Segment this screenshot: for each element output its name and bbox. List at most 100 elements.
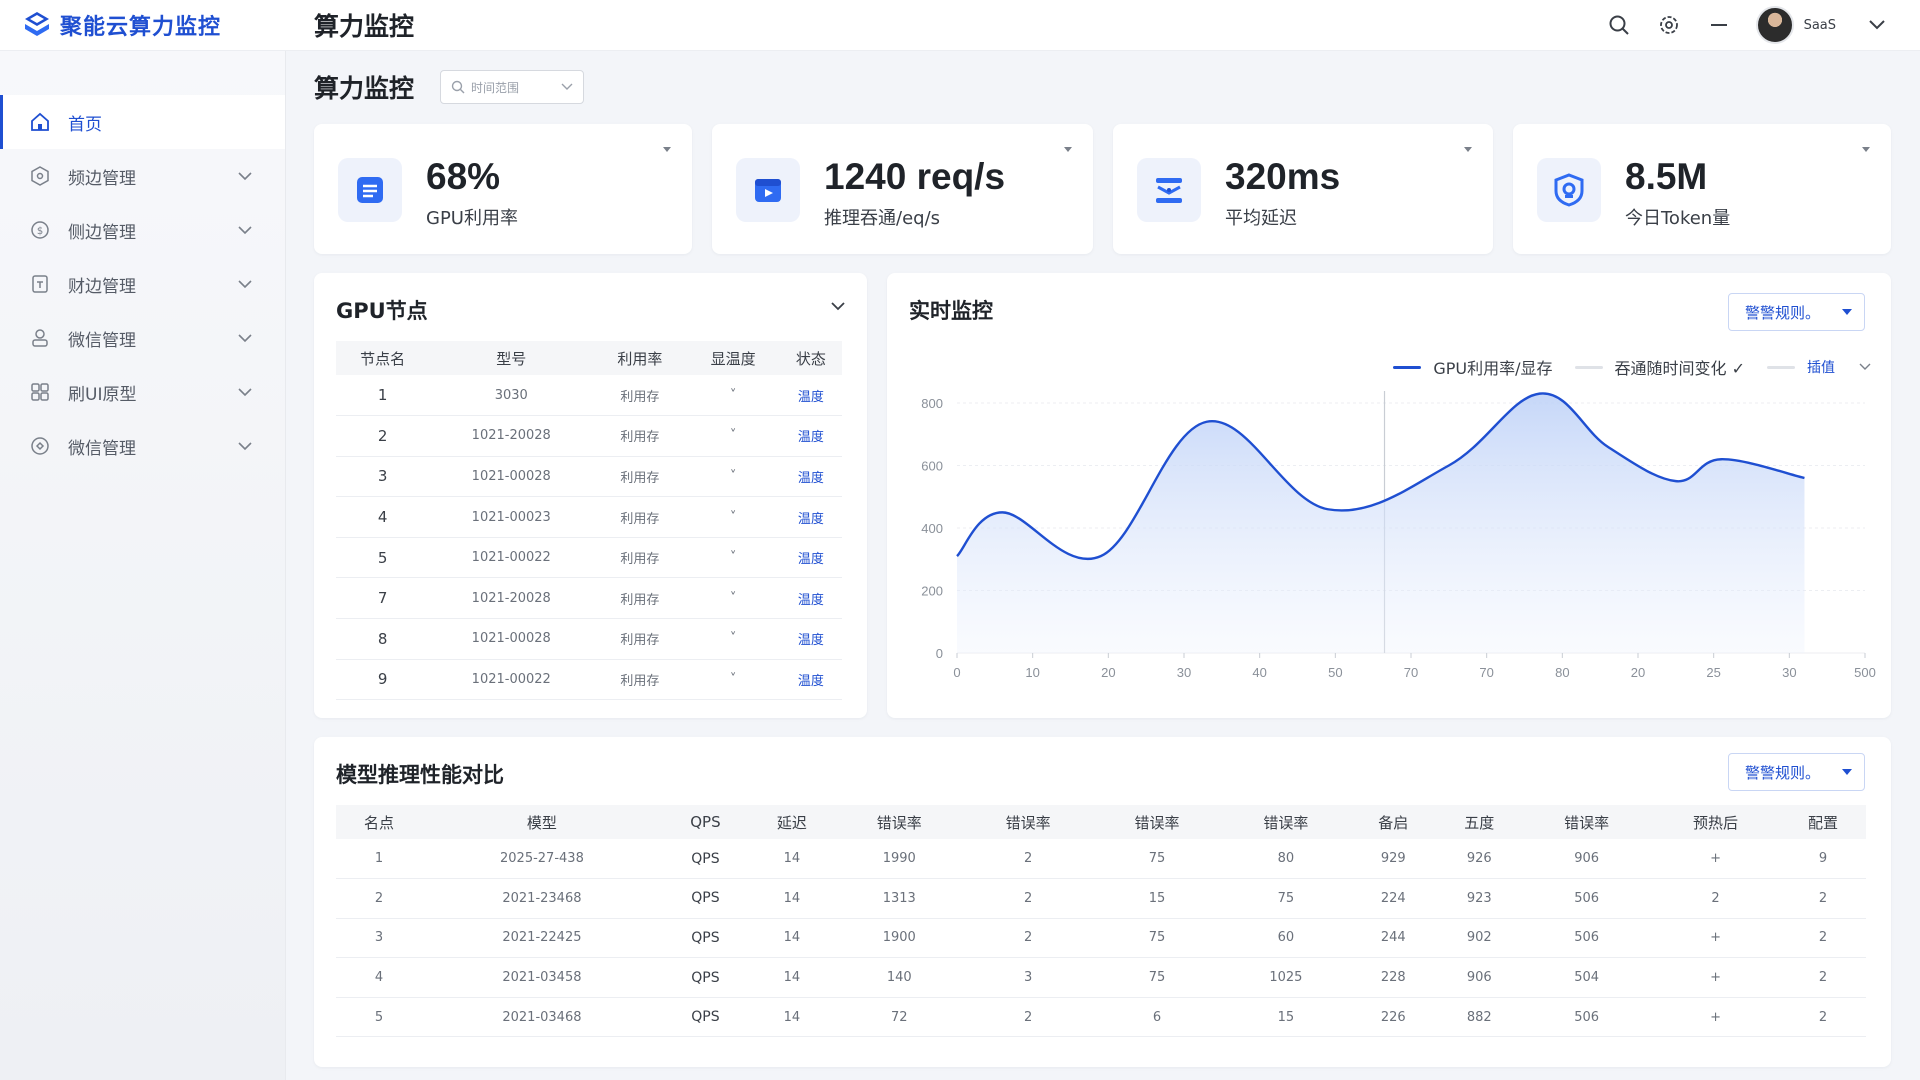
search-icon bbox=[451, 80, 465, 94]
sidebar-item-4[interactable]: 微信管理 bbox=[0, 311, 285, 365]
table-cell: 506 bbox=[1522, 878, 1652, 919]
table-cell: 6 bbox=[1092, 997, 1222, 1038]
table-cell: ˅ bbox=[686, 456, 780, 498]
caret-down-icon[interactable] bbox=[660, 142, 674, 156]
table-row[interactable]: 5 2021-03468 QPS 14 72 2 6 15 226 882 506 +2 bbox=[336, 997, 1866, 1038]
sidebar-item-5[interactable]: 刷UI原型 bbox=[0, 365, 285, 419]
time-range-select[interactable]: 时间范围 bbox=[440, 70, 585, 104]
table-cell: 15 bbox=[1221, 997, 1351, 1038]
search-icon[interactable] bbox=[1606, 12, 1632, 38]
user-name[interactable]: SaaS bbox=[1803, 17, 1836, 33]
legend-swatch bbox=[1574, 365, 1603, 369]
sidebar-item-3[interactable]: 财边管理 bbox=[0, 257, 285, 311]
legend-item[interactable]: 吞通随时间变化 ✓ bbox=[1574, 355, 1745, 379]
stat-card-token[interactable]: 8.5M 今日Token量 bbox=[1513, 124, 1891, 254]
stat-card-latency[interactable]: 320ms 平均延迟 bbox=[1113, 124, 1493, 254]
table-cell: 75 bbox=[1221, 878, 1351, 919]
chevron-down-icon[interactable] bbox=[237, 330, 253, 346]
legend-swatch bbox=[1393, 365, 1422, 369]
alert-rules-button[interactable]: 警警规则。 bbox=[1728, 293, 1865, 331]
status-link[interactable]: 温度 bbox=[779, 375, 842, 417]
chevron-down-icon[interactable] bbox=[237, 222, 253, 238]
alert-rules-button[interactable]: 警警规则。 bbox=[1728, 753, 1865, 791]
table-cell: 9 bbox=[1779, 839, 1866, 880]
chevron-down-icon[interactable] bbox=[237, 438, 253, 454]
chevron-down-icon[interactable] bbox=[831, 301, 845, 311]
table-row[interactable]: 4 2021-03458 QPS 14 140 3 75 1025 228 906 504 +2 bbox=[336, 957, 1866, 998]
column-header: 状态 bbox=[779, 341, 842, 375]
svg-text:$: $ bbox=[37, 226, 43, 237]
table-row[interactable]: 3 1021-00028 利用存 ˅ 温度 bbox=[336, 456, 842, 498]
caret-down-icon[interactable] bbox=[1461, 142, 1475, 156]
x-tick-label: 80 bbox=[1555, 665, 1569, 680]
page-header: 算力监控 时间范围 bbox=[314, 69, 585, 105]
table-cell: 2 bbox=[1779, 997, 1866, 1038]
legend-label: GPU利用率/显存 bbox=[1433, 359, 1553, 378]
stat-card-gpu[interactable]: 68% GPU利用率 bbox=[314, 124, 692, 254]
column-header: 错误率 bbox=[834, 805, 964, 839]
chevron-down-icon[interactable] bbox=[237, 276, 253, 292]
table-cell: 2 bbox=[963, 839, 1093, 880]
table-cell: 906 bbox=[1436, 957, 1523, 998]
table-cell: 14 bbox=[748, 957, 835, 998]
table-cell: + bbox=[1651, 839, 1780, 880]
caret-down-icon bbox=[1842, 309, 1852, 315]
status-link[interactable]: 温度 bbox=[779, 415, 842, 457]
stat-value: 8.5M bbox=[1625, 156, 1708, 197]
column-header: 名点 bbox=[336, 805, 422, 839]
stat-card-throughput[interactable]: 1240 req/s 推理吞通/eq/s bbox=[712, 124, 1093, 254]
gpu-table-wrap: 节点名 型号 利用率 显温度 状态 1 3030 利用存 ˅ 温度 2 1021-20028… bbox=[336, 341, 842, 701]
table-row[interactable]: 1 3030 利用存 ˅ 温度 bbox=[336, 375, 842, 417]
caret-down-icon[interactable] bbox=[1859, 142, 1873, 156]
sidebar-item-label: 微信管理 bbox=[68, 330, 136, 351]
legend-item[interactable]: GPU利用率/显存 bbox=[1393, 355, 1553, 379]
gpu-table: 节点名 型号 利用率 显温度 状态 1 3030 利用存 ˅ 温度 2 1021-20028… bbox=[336, 341, 842, 701]
user-group-icon bbox=[30, 328, 50, 348]
settings-icon[interactable] bbox=[1656, 12, 1682, 38]
x-tick-label: 25 bbox=[1706, 665, 1720, 680]
stat-value: 1240 req/s bbox=[824, 156, 1006, 197]
table-row[interactable]: 4 1021-00023 利用存 ˅ 温度 bbox=[336, 496, 842, 538]
table-row[interactable]: 2 1021-20028 利用存 ˅ 温度 bbox=[336, 415, 842, 457]
table-cell: 75 bbox=[1092, 839, 1222, 880]
x-tick-label: 30 bbox=[1782, 665, 1796, 680]
table-cell: 14 bbox=[748, 997, 835, 1038]
table-row[interactable]: 5 1021-00022 利用存 ˅ 温度 bbox=[336, 537, 842, 579]
table-cell: 2 bbox=[336, 415, 430, 457]
chevron-down-icon[interactable] bbox=[237, 384, 253, 400]
chevron-down-icon[interactable] bbox=[237, 168, 253, 184]
sidebar-item-2[interactable]: $ 侧边管理 bbox=[0, 203, 285, 257]
brand[interactable]: 聚能云算力监控 bbox=[0, 9, 286, 41]
status-link[interactable]: 温度 bbox=[779, 537, 842, 579]
table-row[interactable]: 7 1021-20028 利用存 ˅ 温度 bbox=[336, 577, 842, 620]
sidebar-item-1[interactable]: 频边管理 bbox=[0, 149, 285, 203]
legend-item[interactable]: 插值 bbox=[1767, 357, 1871, 377]
table-row[interactable]: 8 1021-00028 利用存 ˅ 温度 bbox=[336, 618, 842, 660]
table-cell: 2025-27-438 bbox=[421, 839, 662, 880]
table-cell: 226 bbox=[1350, 997, 1437, 1038]
status-link[interactable]: 温度 bbox=[779, 496, 842, 538]
status-link[interactable]: 温度 bbox=[779, 456, 842, 498]
status-link[interactable]: 温度 bbox=[779, 659, 842, 701]
table-row[interactable]: 1 2025-27-438 QPS 14 1990 2 75 80 929 926 906 +9 bbox=[336, 839, 1866, 880]
column-header: 预热后 bbox=[1651, 805, 1780, 839]
main-content: 算力监控 时间范围 68% GPU利用率 1240 req/s 推理吞通/eq/… bbox=[286, 51, 1920, 1080]
sidebar-item-6[interactable]: 微信管理 bbox=[0, 419, 285, 473]
table-cell: ˅ bbox=[686, 659, 780, 701]
status-link[interactable]: 温度 bbox=[779, 577, 842, 620]
table-row[interactable]: 3 2021-22425 QPS 14 1900 2 75 60 244 902 506 +2 bbox=[336, 918, 1866, 959]
table-row[interactable]: 2 2021-23468 QPS 14 1313 2 15 75 224 923 506 2 2 bbox=[336, 878, 1866, 919]
caret-down-icon[interactable] bbox=[1061, 142, 1075, 156]
minus-icon[interactable] bbox=[1706, 12, 1732, 38]
avatar[interactable] bbox=[1755, 6, 1794, 44]
column-header: 五度 bbox=[1436, 805, 1523, 839]
stat-label: 今日Token量 bbox=[1625, 208, 1731, 229]
chevron-down-icon[interactable] bbox=[1864, 12, 1890, 38]
sidebar-item-home[interactable]: 首页 bbox=[0, 95, 285, 149]
table-row[interactable]: 9 1021-00022 利用存 ˅ 温度 bbox=[336, 659, 842, 701]
status-link[interactable]: 温度 bbox=[779, 618, 842, 660]
table-cell: 140 bbox=[834, 957, 964, 998]
table-cell: 2 bbox=[963, 918, 1093, 959]
table-cell: 2021-22425 bbox=[421, 918, 662, 959]
table-cell: 14 bbox=[748, 878, 835, 919]
